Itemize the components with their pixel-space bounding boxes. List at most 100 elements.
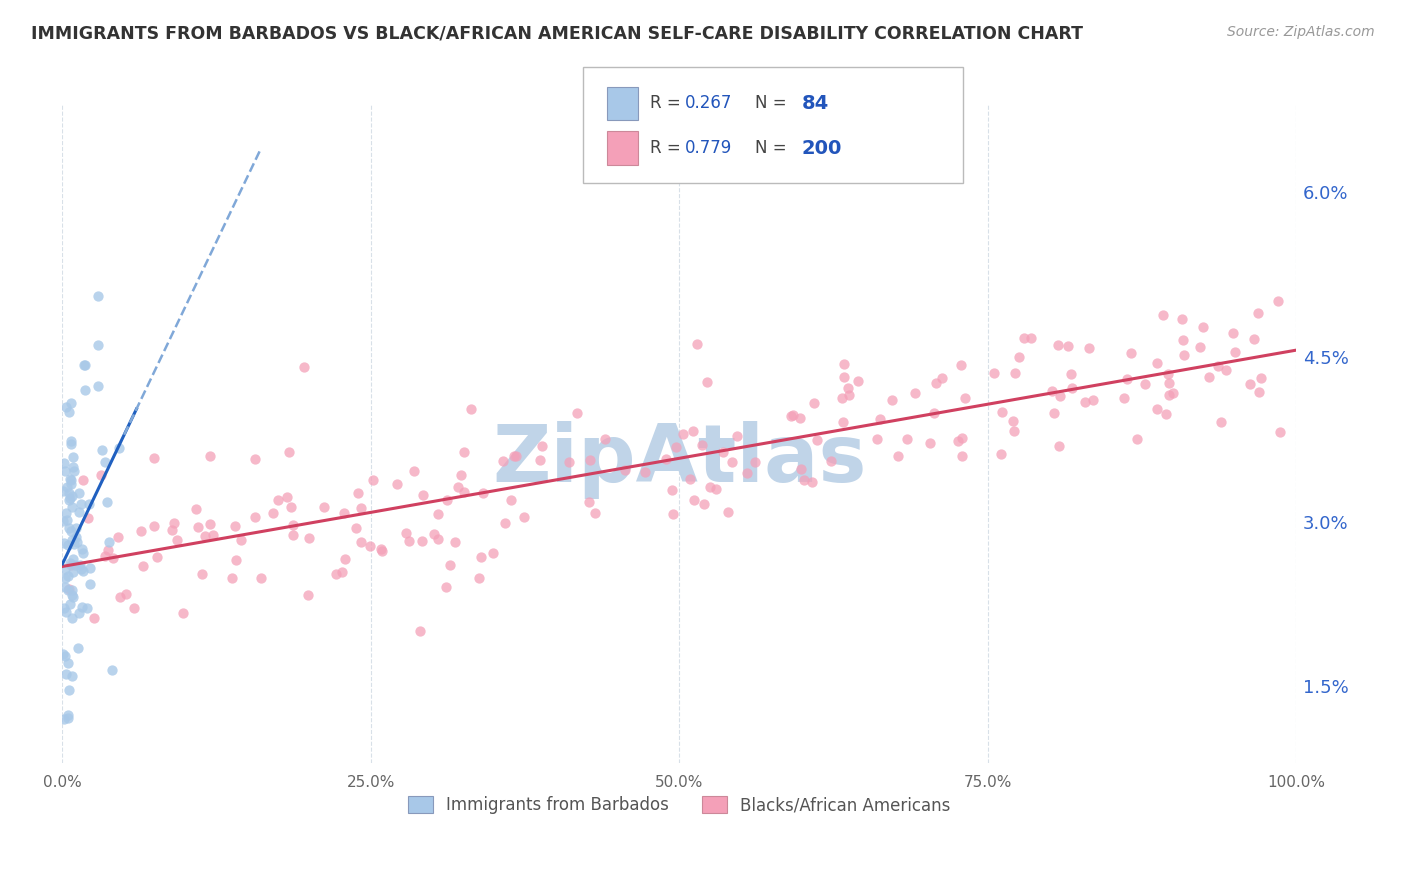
Point [1146,356,1168,370]
Point [72,546,94,560]
Point [83,611,105,625]
Point [347,486,370,500]
Point [567,406,589,420]
Point [662,507,685,521]
Point [436,493,458,508]
Point [696,376,718,390]
Point [56,582,79,597]
Point [682,424,704,438]
Point [280,500,302,514]
Point [76,601,98,615]
Point [330,565,353,579]
Point [789,411,811,425]
Point [412,488,434,502]
Point [325,566,347,581]
Point [904,386,927,401]
Point [1119,346,1142,360]
Point [58,492,80,507]
Point [69,497,91,511]
Point [58,405,80,419]
Point [60,611,83,625]
Point [1114,391,1136,405]
Point [225,553,247,567]
Point [699,480,721,494]
Point [97,543,120,558]
Point [277,444,299,458]
Text: Source: ZipAtlas.com: Source: ZipAtlas.com [1227,25,1375,39]
Point [65,531,87,545]
Point [704,482,727,496]
Point [107,530,129,544]
Point [187,520,209,534]
Point [62,669,84,683]
Point [332,506,354,520]
Point [69,558,91,572]
Point [918,435,941,450]
Point [292,360,315,375]
Point [800,475,823,490]
Point [53,571,76,585]
Point [803,396,825,410]
Point [925,376,948,390]
Point [499,492,522,507]
Legend: Immigrants from Barbados, Blacks/African Americans: Immigrants from Barbados, Blacks/African… [401,789,957,821]
Point [91,443,114,458]
Point [468,571,491,585]
Point [333,552,356,566]
Point [513,510,536,524]
Point [946,434,969,449]
Point [55,667,77,681]
Point [1133,377,1156,392]
Point [221,571,243,585]
Point [422,526,444,541]
Point [63,464,86,478]
Point [350,535,373,549]
Point [1215,363,1237,377]
Point [426,508,449,522]
Point [52,456,75,470]
Point [1171,333,1194,347]
Point [60,588,83,602]
Point [693,497,716,511]
Point [55,605,77,619]
Point [52,601,75,615]
Point [281,517,304,532]
Point [56,513,79,527]
Point [96,495,118,509]
Point [1078,341,1101,355]
Point [865,433,887,447]
Point [1173,348,1195,362]
Point [1268,425,1291,439]
Point [557,455,579,469]
Point [737,466,759,480]
Point [1059,368,1081,382]
Text: IMMIGRANTS FROM BARBADOS VS BLACK/AFRICAN AMERICAN SELF-CARE DISABILITY CORRELAT: IMMIGRANTS FROM BARBADOS VS BLACK/AFRICA… [31,25,1083,43]
Point [62,565,84,579]
Point [453,484,475,499]
Point [671,427,693,442]
Point [780,409,803,424]
Point [1126,432,1149,446]
Point [1198,370,1220,384]
Point [1225,345,1247,359]
Point [790,462,813,476]
Point [194,529,217,543]
Point [59,477,82,491]
Point [72,599,94,614]
Text: 84: 84 [801,94,828,113]
Point [1002,425,1025,439]
Point [831,391,853,405]
Point [1250,371,1272,385]
Point [1247,385,1270,400]
Point [1192,320,1215,334]
Point [1247,306,1270,320]
Point [281,528,304,542]
Text: 200: 200 [801,138,842,158]
Point [447,480,470,494]
Point [950,449,973,463]
Point [634,465,657,479]
Point [166,533,188,548]
Point [482,546,505,560]
Point [67,607,90,621]
Point [58,521,80,535]
